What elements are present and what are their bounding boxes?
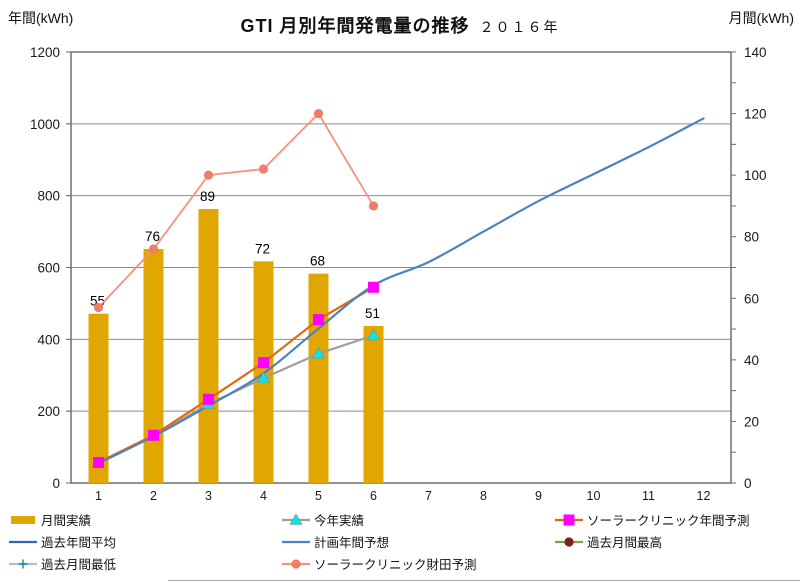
legend-label: 月間実績 [41,514,92,528]
svg-text:5: 5 [315,489,322,503]
svg-text:2: 2 [150,489,157,503]
bottom-divider-line [168,580,800,581]
right-axis-unit-label: 月間(kWh) [728,10,794,26]
svg-text:6: 6 [370,489,377,503]
svg-text:1: 1 [95,489,102,503]
series-markers-square [93,281,379,469]
svg-text:3: 3 [205,489,212,503]
svg-text:12: 12 [697,489,711,503]
legend-label: ソーラークリニック年間予測 [587,514,750,528]
bar [198,209,219,483]
svg-text:0: 0 [744,476,752,491]
legend-label: 過去月間最低 [41,558,117,572]
svg-text:8: 8 [480,489,487,503]
svg-text:76: 76 [145,229,160,244]
legend-swatch-bar [11,515,35,524]
svg-text:400: 400 [37,332,60,347]
right-axis-ticks: 0 20 40 60 80 100 120 140 [731,45,767,491]
legend-swatch-circle [555,536,583,547]
left-axis-unit-label: 年間(kWh) [8,10,74,26]
svg-text:72: 72 [255,241,270,256]
left-axis-ticks: 0 200 400 600 800 1000 1200 [30,45,71,491]
svg-text:11: 11 [642,489,655,503]
svg-text:100: 100 [744,168,767,183]
legend-item: 月間実績 [8,509,281,530]
legend-item: ソーラークリニック財田予測 [281,553,554,574]
legend-swatch-circle [282,558,310,569]
svg-text:800: 800 [37,189,60,204]
bar [88,313,109,483]
line-series [97,112,375,309]
svg-text:10: 10 [587,489,601,503]
svg-text:9: 9 [535,489,542,503]
legend-swatch-triangle [282,512,310,525]
legend-item: 今年実績 [281,509,554,530]
svg-text:20: 20 [744,414,759,429]
bar [308,273,329,483]
svg-text:120: 120 [744,107,767,122]
svg-text:1200: 1200 [30,45,60,60]
gridlines [66,123,731,412]
svg-text:80: 80 [744,230,759,245]
chart-title-main: GTI 月別年間発電量の推移 [240,16,470,36]
svg-text:89: 89 [200,189,215,204]
legend-swatch-none [282,540,310,543]
svg-text:51: 51 [365,306,380,321]
svg-text:60: 60 [744,291,759,306]
svg-text:40: 40 [744,353,759,368]
legend-item: 計画年間予想 [281,531,554,552]
svg-text:0: 0 [52,476,60,491]
legend-item: 過去月間最低 [8,553,281,574]
svg-text:600: 600 [37,261,60,276]
series-markers-circle [93,108,379,313]
legend-item: ソーラークリニック年間予測 [554,509,794,530]
line-series [97,286,375,464]
svg-text:1000: 1000 [30,117,60,132]
chart-title-year: ２０１６年 [479,19,560,35]
legend-item: 過去月間最高 [554,531,794,552]
chart-title: GTI 月別年間発電量の推移 ２０１６年 [0,12,800,38]
legend-swatch-square [555,514,583,525]
svg-text:68: 68 [310,254,325,269]
bar-series [88,209,384,483]
chart-legend: 月間実績 今年実績 ソーラークリニック年間予測過去年間平均 計画年間予想 過去月間最高過… [8,509,794,574]
legend-item: 過去年間平均 [8,531,281,552]
x-axis-ticks: 1 2 3 4 5 6 7 8 9 10 11 12 [95,489,710,503]
svg-text:200: 200 [37,404,60,419]
svg-text:7: 7 [425,489,432,503]
svg-text:4: 4 [260,489,267,503]
legend-label: 過去月間最高 [587,536,663,550]
legend-label: 今年実績 [314,514,365,528]
series-markers-triangle [91,328,381,469]
legend-label: ソーラークリニック財田予測 [314,558,477,572]
legend-label: 計画年間予想 [314,536,390,550]
bar [363,325,384,483]
legend-label: 過去年間平均 [41,536,117,550]
legend-swatch-plus [9,559,37,568]
svg-text:140: 140 [744,45,767,60]
legend-swatch-none [9,540,37,543]
bar [143,249,164,483]
